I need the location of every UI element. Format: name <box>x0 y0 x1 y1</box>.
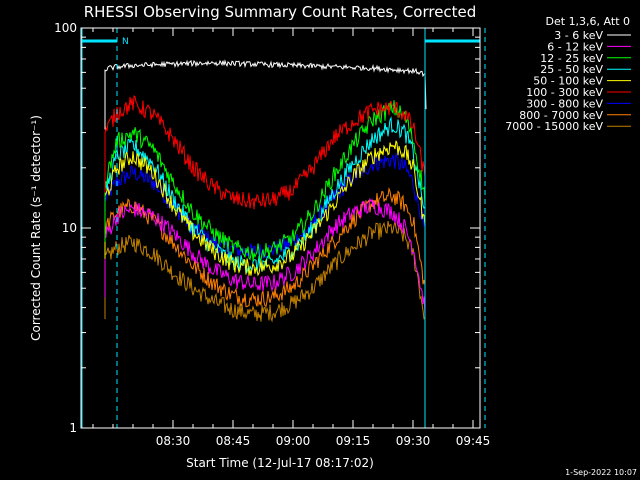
series-line-2 <box>104 100 426 262</box>
series-layer <box>104 59 427 323</box>
legend-entry-label: 3 - 6 keV <box>554 29 603 42</box>
chart-title: RHESSI Observing Summary Count Rates, Co… <box>84 3 477 21</box>
legend-entry-label: 300 - 800 keV <box>526 97 603 110</box>
legend-entry-label: 6 - 12 keV <box>547 40 603 53</box>
series-line-3 <box>104 116 426 273</box>
series-line-4 <box>104 140 426 277</box>
series-line-1 <box>104 197 426 316</box>
legend-entry-label: 100 - 300 keV <box>526 86 603 99</box>
x-tick-label: 08:45 <box>216 434 251 448</box>
legend-entry-label: 25 - 50 keV <box>540 63 603 76</box>
legend-header: Det 1,3,6, Att 0 <box>546 15 630 28</box>
annotations: N <box>81 28 486 428</box>
series-line-8 <box>104 220 426 323</box>
timestamp: 1-Sep-2022 10:07 <box>565 468 637 477</box>
legend-entry-label: 7000 - 15000 keV <box>505 120 603 133</box>
x-tick-label: 09:30 <box>396 434 431 448</box>
x-tick-label: 09:15 <box>336 434 371 448</box>
y-tick-label: 1 <box>69 421 77 435</box>
x-axis-label: Start Time (12-Jul-17 08:17:02) <box>186 456 374 470</box>
y-axis-label: Corrected Count Rate (s⁻¹ detector⁻¹) <box>29 115 43 341</box>
y-axis-ticks: 1 10 100 <box>54 21 480 435</box>
marker-label: N <box>122 37 129 47</box>
legend-entry-label: 50 - 100 keV <box>533 75 603 88</box>
y-tick-label: 10 <box>62 221 77 235</box>
x-axis-ticks: 08:30 08:45 09:00 09:15 09:30 09:45 <box>92 28 491 448</box>
x-tick-label: 08:30 <box>156 434 191 448</box>
x-tick-label: 09:45 <box>456 434 491 448</box>
legend-entry-label: 800 - 7000 keV <box>519 109 603 122</box>
series-line-0 <box>104 59 427 130</box>
x-tick-label: 09:00 <box>276 434 311 448</box>
legend-entry-label: 12 - 25 keV <box>540 52 603 65</box>
series-line-5 <box>104 95 426 210</box>
y-tick-label: 100 <box>54 21 77 35</box>
